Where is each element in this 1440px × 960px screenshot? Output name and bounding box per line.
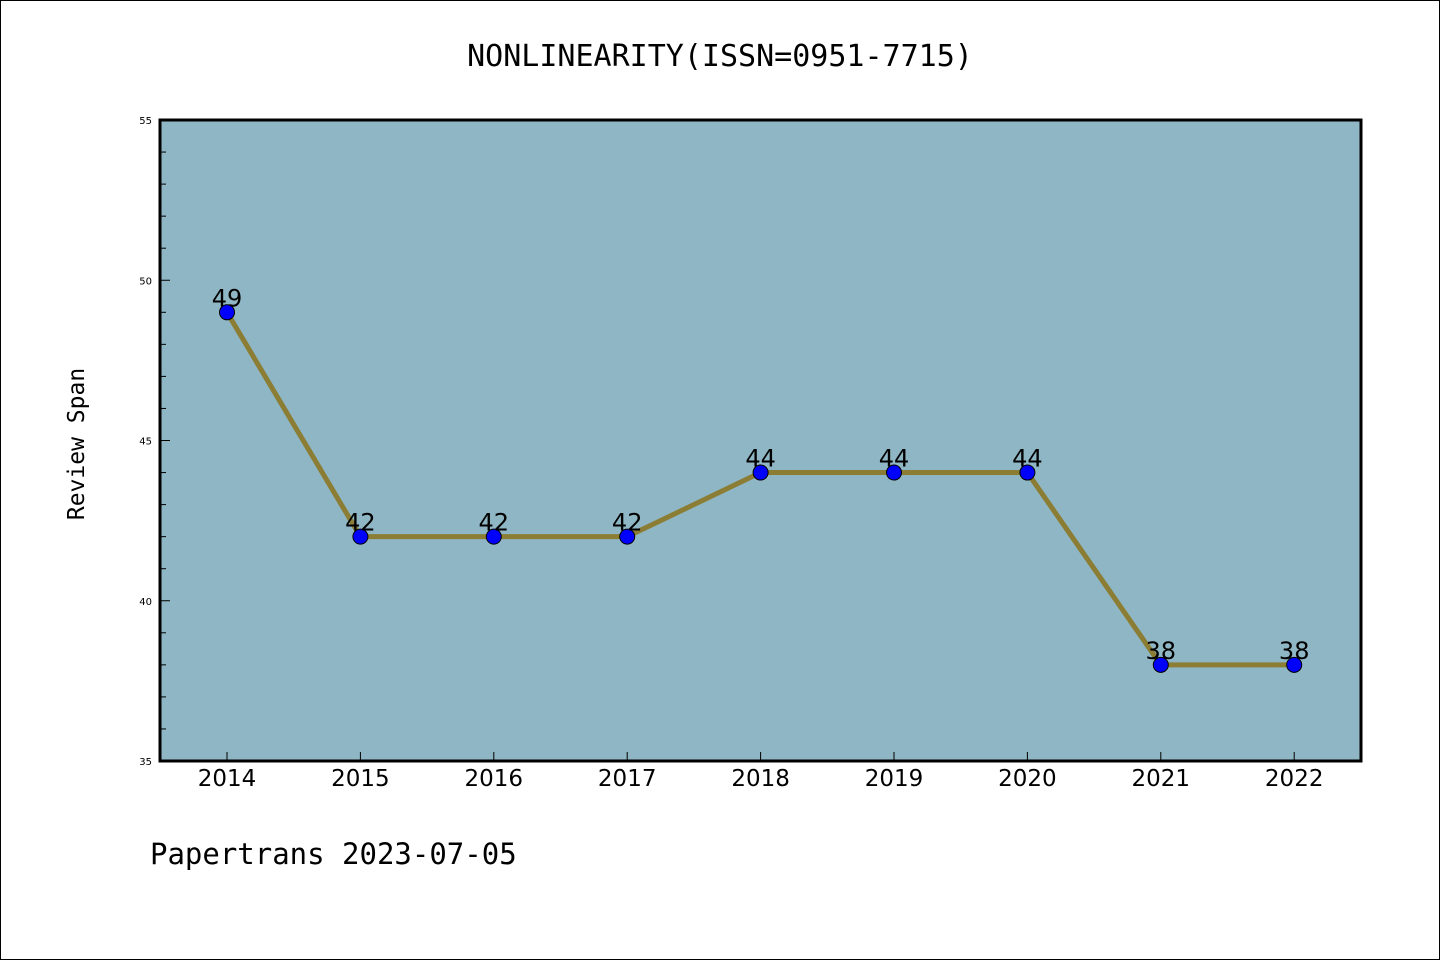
x-tick-label: 2017 (598, 766, 657, 792)
plot-area (160, 120, 1361, 761)
y-tick-label: 45 (139, 437, 152, 448)
data-point (485, 528, 502, 545)
chart-title: NONLINEARITY(ISSN=0951-7715) (467, 39, 973, 74)
footer-watermark: Papertrans 2023-07-05 (150, 837, 517, 871)
data-label: 42 (612, 509, 643, 537)
y-axis: 35 40 45 50 55 (139, 116, 170, 768)
y-axis-label: Review Span (64, 368, 90, 520)
data-point (219, 304, 235, 321)
x-axis: 2014 2015 2016 2017 2018 2019 2020 2021 2022 (198, 752, 1324, 792)
data-point (1019, 464, 1036, 481)
data-label: 42 (345, 509, 376, 537)
x-tick-label: 2015 (331, 766, 390, 792)
data-label: 42 (479, 509, 510, 537)
y-tick-label: 40 (139, 597, 152, 608)
x-tick-label: 2016 (465, 766, 524, 792)
x-tick-label: 2021 (1132, 766, 1191, 792)
y-tick-label: 50 (139, 276, 152, 287)
data-label: 38 (1146, 637, 1177, 665)
data-point (752, 464, 769, 481)
y-tick-label: 55 (139, 116, 152, 127)
series-group: 49 42 42 42 44 44 44 38 38 (212, 284, 1310, 673)
data-point (619, 528, 636, 545)
x-tick-label: 2018 (731, 766, 790, 792)
data-point (1286, 656, 1303, 673)
data-label: 38 (1279, 637, 1310, 665)
plot-border (158, 118, 1363, 763)
data-point (886, 464, 902, 481)
y-tick-label: 35 (139, 757, 152, 768)
x-tick-label: 2019 (865, 766, 924, 792)
data-point (1152, 656, 1169, 673)
data-label: 44 (879, 445, 910, 473)
x-tick-label: 2014 (198, 766, 257, 792)
x-tick-label: 2022 (1265, 766, 1324, 792)
x-tick-label: 2020 (998, 766, 1057, 792)
data-point (352, 528, 369, 545)
data-label: 49 (212, 284, 243, 312)
data-label: 44 (745, 445, 776, 473)
data-label: 44 (1012, 445, 1043, 473)
